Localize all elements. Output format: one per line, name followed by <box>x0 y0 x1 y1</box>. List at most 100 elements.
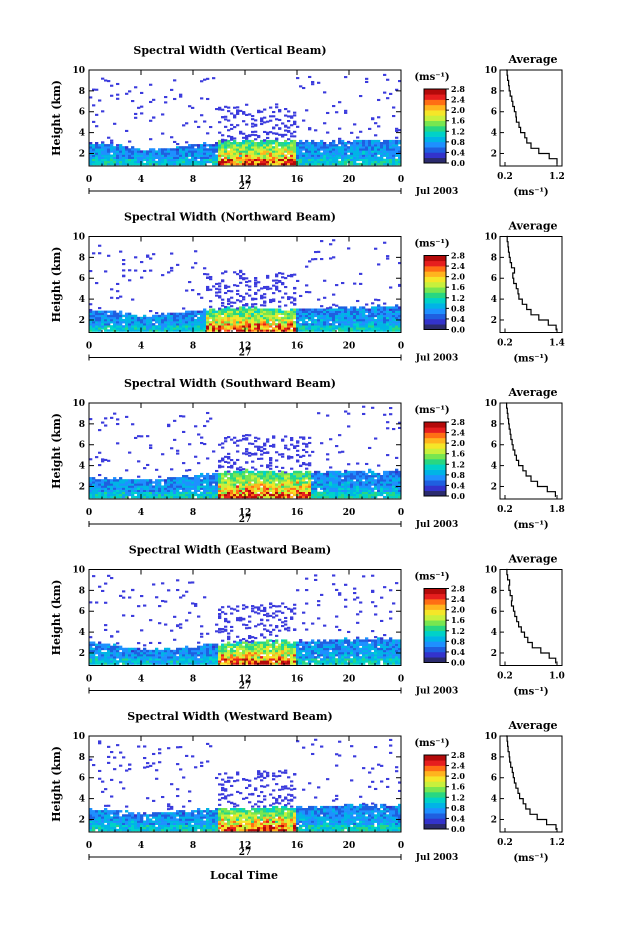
heatmap-cell <box>269 308 273 311</box>
heatmap-cell <box>212 475 216 478</box>
heatmap-cell <box>224 318 228 322</box>
heatmap-cell <box>215 491 219 495</box>
heatmap-cell <box>320 158 324 162</box>
heatmap-cell <box>230 158 234 162</box>
heatmap-cell <box>95 323 99 326</box>
heatmap-cell <box>146 323 150 326</box>
heatmap-cell <box>314 308 318 311</box>
heatmap-cell <box>185 649 189 653</box>
heatmap-cell <box>200 654 204 657</box>
heatmap-cell <box>194 156 198 159</box>
heatmap-cell <box>383 316 387 320</box>
heatmap-cell <box>182 658 186 661</box>
heatmap-cell <box>323 329 327 332</box>
sparse-echo-cell <box>170 252 174 255</box>
heatmap-cell <box>191 483 195 486</box>
heatmap-cell <box>173 318 177 322</box>
heatmap-cell <box>332 491 336 495</box>
heatmap-cell <box>248 475 252 478</box>
heatmap-cell <box>230 142 234 145</box>
sparse-echo-cell <box>236 110 240 114</box>
sparse-echo-cell <box>107 254 111 257</box>
heatmap-cell <box>107 495 111 499</box>
heatmap-cell <box>359 493 363 497</box>
heatmap-cell <box>230 146 234 149</box>
heatmap-cell <box>188 314 192 318</box>
heatmap-cell <box>92 156 96 159</box>
sparse-echo-cell <box>398 129 402 132</box>
heatmap-cell <box>350 152 354 155</box>
heatmap-cell <box>299 318 303 322</box>
heatmap-cell <box>347 316 351 320</box>
sparse-echo-cell <box>128 451 132 454</box>
heatmap-cell <box>173 156 177 159</box>
heatmap-cell <box>254 148 258 151</box>
heatmap-cell <box>104 323 108 326</box>
heatmap-cell <box>293 485 297 488</box>
heatmap-cell <box>146 152 150 155</box>
heatmap-cell <box>209 156 213 159</box>
heatmap-cell <box>206 662 210 665</box>
heatmap-cell <box>113 649 117 653</box>
heatmap-cell <box>191 323 195 326</box>
heatmap-cell <box>260 321 264 324</box>
heatmap-cell <box>362 323 366 326</box>
sparse-echo-cell <box>260 457 264 460</box>
heatmap-cell <box>191 485 195 488</box>
heatmap-cell <box>338 472 342 476</box>
sparse-echo-cell <box>218 121 222 124</box>
heatmap-cell <box>221 483 225 486</box>
heatmap-cell <box>119 152 123 155</box>
sparse-echo-cell <box>185 469 189 472</box>
sparse-echo-cell <box>116 97 120 100</box>
heatmap-cell <box>239 327 243 330</box>
sparse-echo-cell <box>95 125 99 128</box>
heatmap-cell <box>101 658 105 661</box>
heatmap-cell <box>353 144 357 147</box>
sparse-echo-cell <box>215 623 219 626</box>
heatmap-cell <box>254 321 258 324</box>
heatmap-cell <box>398 481 402 484</box>
heatmap-cell <box>266 325 270 328</box>
heatmap-cell <box>299 148 303 151</box>
sparse-echo-cell <box>269 444 273 448</box>
heatmap-cell <box>380 154 384 157</box>
heatmap-cell <box>191 318 195 322</box>
heatmap-cell <box>131 651 135 655</box>
sparse-echo-cell <box>209 278 213 281</box>
heatmap-cell <box>263 329 267 332</box>
heatmap-cell <box>191 314 195 318</box>
heatmap-cell <box>89 323 93 326</box>
heatmap-cell <box>227 156 231 159</box>
heatmap-cell <box>95 158 99 162</box>
heatmap-cell <box>386 312 390 316</box>
heatmap-cell <box>122 156 126 159</box>
heatmap-cell <box>119 158 123 162</box>
heatmap-cell <box>161 493 165 497</box>
sparse-echo-cell <box>293 297 297 300</box>
heatmap-cell <box>377 310 381 313</box>
sparse-echo-cell <box>302 448 306 452</box>
heatmap-cell <box>137 651 141 655</box>
heatmap-cell <box>149 327 153 330</box>
average-x-tick-label: 1.2 <box>549 172 565 182</box>
heatmap-cell <box>362 477 366 480</box>
heatmap-cell <box>314 479 318 482</box>
heatmap-cell <box>197 651 201 655</box>
heatmap-cell <box>203 651 207 655</box>
heatmap-cell <box>350 314 354 318</box>
heatmap-cell <box>191 651 195 655</box>
heatmap-cell <box>89 643 93 646</box>
heatmap-cell <box>104 483 108 486</box>
sparse-echo-cell <box>236 467 240 470</box>
heatmap-cell <box>323 325 327 328</box>
heatmap-cell <box>275 316 279 320</box>
heatmap-cell <box>335 327 339 330</box>
heatmap-cell <box>320 318 324 322</box>
sparse-echo-cell <box>191 581 195 584</box>
heatmap-cell <box>326 152 330 155</box>
heatmap-cell <box>227 645 231 649</box>
sparse-echo-cell <box>125 129 129 132</box>
heatmap-cell <box>140 483 144 486</box>
sparse-echo-cell <box>269 106 273 109</box>
